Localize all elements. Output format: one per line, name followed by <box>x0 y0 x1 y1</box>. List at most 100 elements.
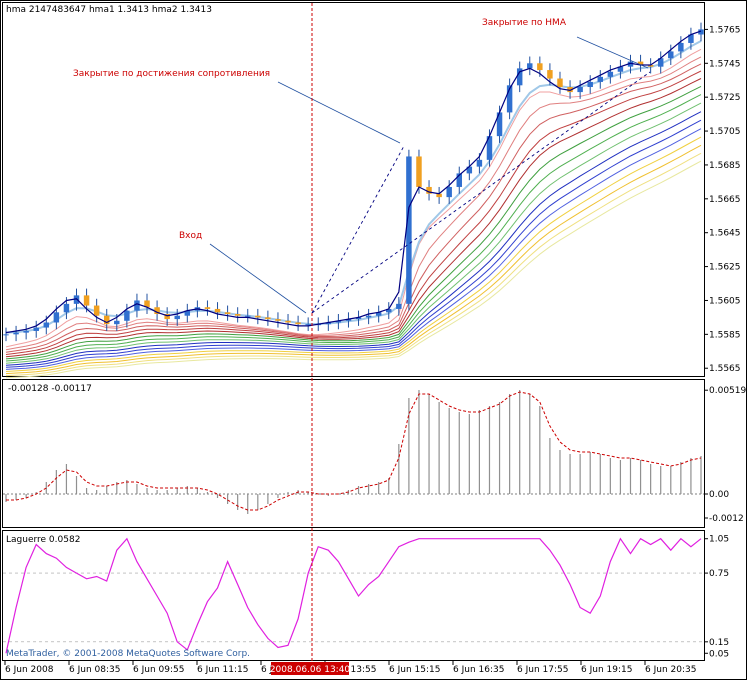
candle-body <box>375 312 382 316</box>
price-tick-label: 1.5625 <box>709 263 741 273</box>
candle-body <box>355 317 362 320</box>
candle-body <box>245 315 251 317</box>
candle-body <box>476 159 483 167</box>
time-tick-label: 6 Jun 2008 <box>5 665 54 675</box>
candle-body <box>587 81 593 88</box>
candle-body <box>516 68 523 86</box>
candle-body <box>184 310 191 316</box>
candle-body <box>688 34 694 43</box>
hma-line <box>5 30 702 334</box>
candle-body <box>275 319 281 321</box>
candle-body <box>174 315 180 320</box>
price-tick-label: 1.5765 <box>709 25 741 35</box>
price-tick-label: 1.5585 <box>709 330 741 340</box>
ribbon-line <box>5 136 702 372</box>
candle-body <box>144 300 150 308</box>
moving-average-ribbon <box>5 48 702 379</box>
ribbon-line <box>5 48 702 348</box>
candle-body <box>466 166 473 174</box>
candle-body <box>335 320 342 323</box>
candle-body <box>537 63 543 71</box>
candle-body <box>345 319 352 321</box>
candle-body <box>83 295 90 306</box>
candle-body <box>617 66 624 72</box>
candle-body <box>63 303 70 313</box>
laguerre-tick-label: 0.75 <box>709 569 729 579</box>
candle-body <box>678 42 684 52</box>
candle-body <box>265 317 271 320</box>
candle-body <box>426 186 432 194</box>
annotation-entry: Вход <box>179 231 202 241</box>
candle-body <box>124 310 130 321</box>
candle-body <box>295 322 301 325</box>
candle-body <box>3 334 9 336</box>
laguerre-panel-border <box>2 530 705 661</box>
candle-body <box>396 303 402 309</box>
candle-body <box>255 315 261 318</box>
candle-body <box>607 71 614 77</box>
candle-body <box>446 186 452 198</box>
candle-body <box>43 322 50 328</box>
candle-body <box>486 136 493 160</box>
ribbon-line <box>5 85 702 360</box>
trade-path-to-resistance <box>311 145 405 314</box>
candle-body <box>23 330 29 333</box>
candle-body <box>436 193 442 198</box>
laguerre-panel-title: Laguerre 0.0582 <box>6 535 80 545</box>
macd-panel-border <box>2 379 705 528</box>
time-tick-label: 6 Jun 11:15 <box>197 665 248 675</box>
ema-line <box>5 40 702 334</box>
macd-tick-label: 0.00 <box>709 490 729 500</box>
price-panel-title: hma 2147483647 hma1 1.3413 hma2 1.3413 <box>6 5 212 15</box>
crosshair-time-box <box>271 662 349 675</box>
macd-panel-title: -0.00128 -0.00117 <box>8 384 92 394</box>
price-tick-label: 1.5565 <box>709 364 741 374</box>
candle-body <box>647 64 654 67</box>
ribbon-line <box>5 78 702 358</box>
ribbon-line <box>5 128 702 370</box>
candle-body <box>305 324 311 326</box>
laguerre-tick-label: 0.15 <box>709 638 729 648</box>
price-tick-label: 1.5665 <box>709 195 741 205</box>
ribbon-line <box>5 56 702 351</box>
candle-body <box>527 63 533 69</box>
ribbon-line <box>5 70 702 355</box>
time-tick-label: 6 Jun 19:15 <box>581 665 632 675</box>
candle-body <box>134 300 140 311</box>
candle-body <box>93 305 100 316</box>
candle-body <box>234 314 241 316</box>
candle-body <box>416 156 422 187</box>
exit-resistance-arrow <box>277 81 401 144</box>
candle-body <box>103 315 110 325</box>
laguerre-line <box>5 537 702 654</box>
candle-body <box>13 332 19 335</box>
candle-body <box>637 61 644 65</box>
candle-body <box>577 87 583 93</box>
exit-hma-arrow <box>576 36 649 69</box>
laguerre-tick-label: 1.05 <box>709 535 729 545</box>
candle-body <box>53 312 60 323</box>
macd-histogram <box>3 390 704 514</box>
candle-body <box>657 58 664 67</box>
candle-body <box>597 76 604 82</box>
time-tick-label: 6 Jun 13:55 <box>325 665 376 675</box>
candle-body <box>496 112 503 137</box>
candle-body <box>154 307 160 315</box>
ribbon-line <box>5 63 702 353</box>
candle-body <box>567 87 573 93</box>
ribbon-line <box>5 102 702 364</box>
candle-body <box>114 320 120 325</box>
candle-body <box>386 308 392 313</box>
ribbon-line <box>5 160 702 379</box>
candle-body <box>365 315 372 318</box>
time-tick-label: 6 Jun 15:15 <box>389 665 440 675</box>
time-tick-label: 6 Jun 16:35 <box>453 665 504 675</box>
price-candles <box>3 22 704 342</box>
laguerre-oscillator <box>3 537 704 654</box>
price-tick-label: 1.5685 <box>709 161 741 171</box>
crosshair-time-label: 2008.06.06 13:40 <box>270 665 351 675</box>
ribbon-line <box>5 152 702 377</box>
candle-body <box>698 29 704 35</box>
